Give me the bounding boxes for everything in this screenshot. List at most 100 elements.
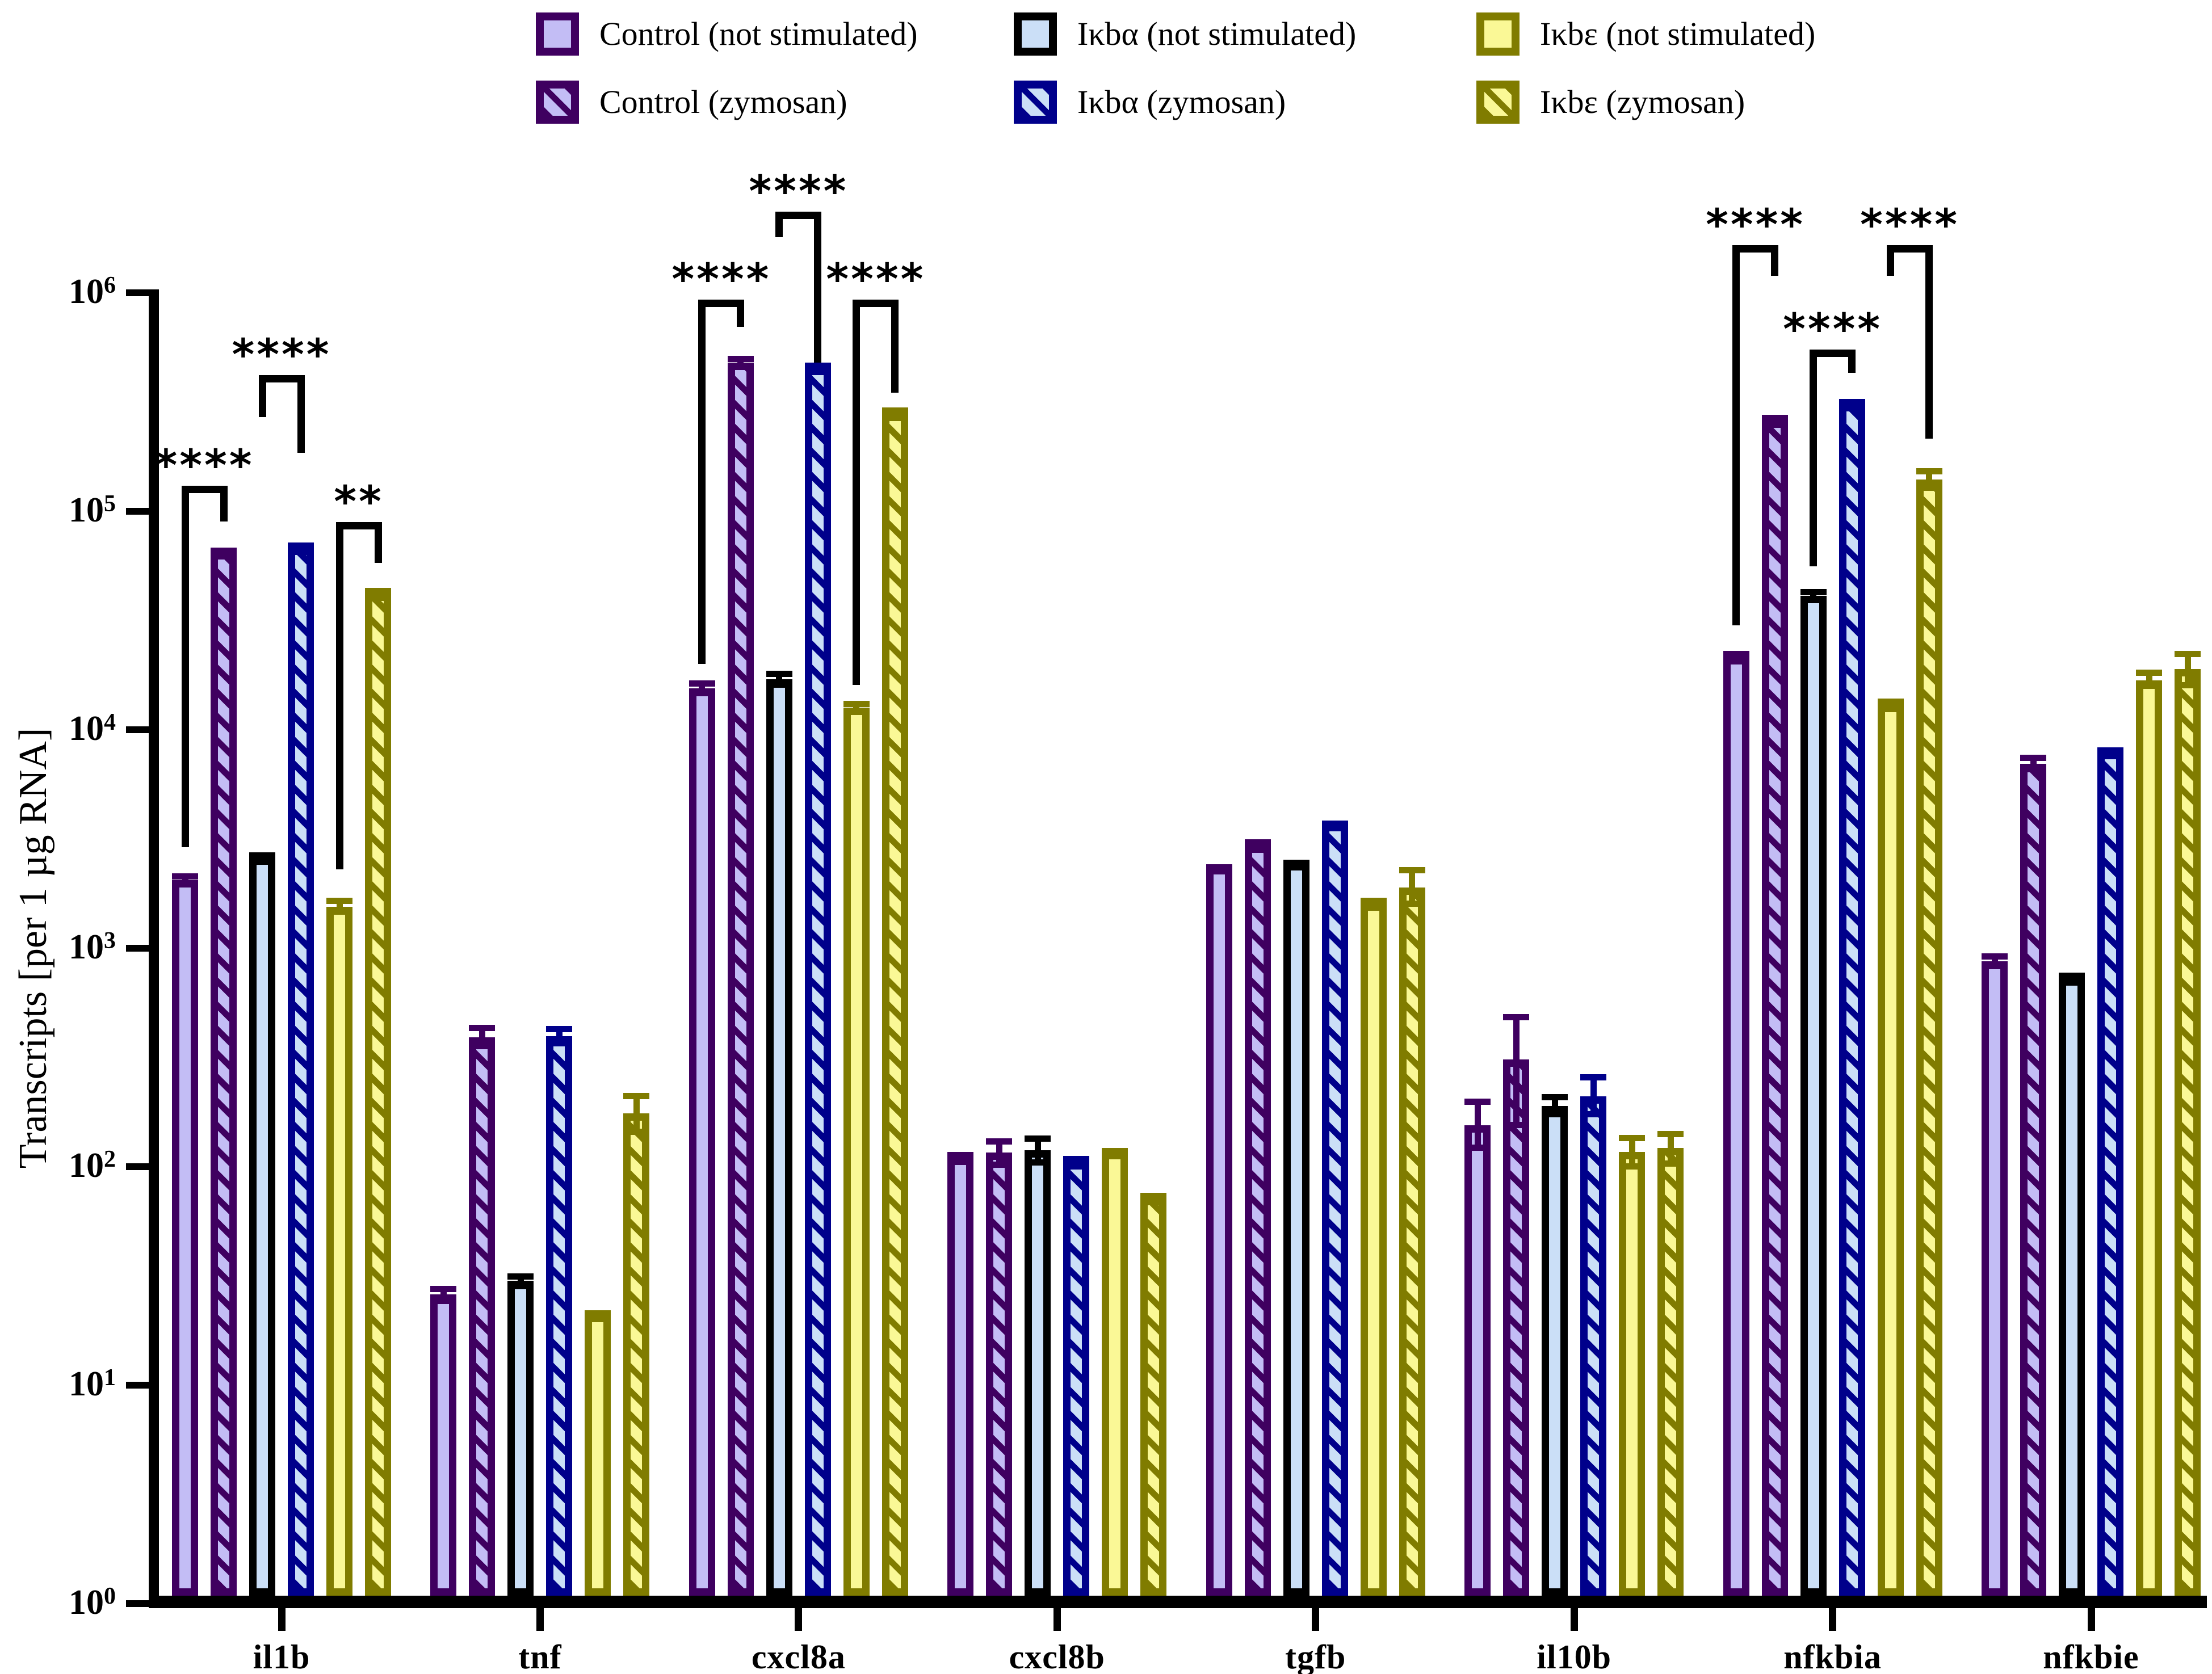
error-bar-cap-bottom xyxy=(1283,860,1309,867)
error-bar-cap-top xyxy=(947,1151,974,1158)
bar-il1b-s2 xyxy=(249,857,275,1596)
significance-bracket-right xyxy=(220,485,228,521)
error-bar-cap-bottom xyxy=(2097,751,2123,758)
x-tick-label-nfkbia: nfkbia xyxy=(1783,1638,1882,1674)
error-bar-stem xyxy=(182,873,188,888)
error-bar-cap-top xyxy=(1399,867,1425,874)
significance-bracket-bar xyxy=(258,375,305,383)
significance-bracket-left xyxy=(258,375,266,417)
bar-il1b-s3 xyxy=(288,548,314,1596)
significance-bracket-right xyxy=(1771,245,1779,276)
bar-il10b-s1 xyxy=(1503,1059,1530,1596)
significance-bracket-bar xyxy=(181,485,228,493)
significance-bracket-bar xyxy=(1810,349,1856,357)
error-bar-cap-bottom xyxy=(947,1158,974,1164)
x-axis-tick xyxy=(2087,1608,2095,1631)
y-axis-tick xyxy=(126,1382,149,1389)
bar-cxcl8b-s0 xyxy=(947,1158,974,1596)
error-bar-cap-top xyxy=(365,588,391,595)
bar-cxcl8a-s1 xyxy=(727,362,754,1596)
error-bar-cap-top xyxy=(1025,1135,1051,1142)
bar-cxcl8b-s3 xyxy=(1063,1162,1090,1596)
bar-tnf-s3 xyxy=(546,1036,573,1596)
legend-swatch-control-not-stimulated xyxy=(536,12,579,56)
significance-bracket-right xyxy=(1848,349,1856,373)
error-bar-cap-bottom xyxy=(1877,704,1904,711)
bar-tgfb-s5 xyxy=(1399,887,1425,1596)
error-bar-cap-bottom xyxy=(326,908,352,915)
error-bar-cap-bottom xyxy=(507,1282,534,1289)
error-bar-stem xyxy=(336,898,343,915)
bar-tnf-s0 xyxy=(430,1294,457,1596)
bar-cxcl8a-s2 xyxy=(766,679,792,1596)
error-bar-cap-bottom xyxy=(804,367,831,373)
bar-il1b-s5 xyxy=(365,594,391,1596)
error-bar-cap-top xyxy=(469,1025,496,1032)
significance-bracket-left xyxy=(181,485,189,847)
x-axis-tick xyxy=(1312,1608,1320,1631)
error-bar-cap-top xyxy=(249,852,275,859)
error-bar-stem xyxy=(1254,839,1261,852)
error-bar-stem xyxy=(2184,650,2191,688)
error-bar-cap-top xyxy=(172,873,198,880)
significance-bracket-left xyxy=(1810,349,1818,566)
error-bar-cap-bottom xyxy=(1723,657,1749,664)
error-bar-cap-bottom xyxy=(249,857,275,864)
error-bar-cap-top xyxy=(727,355,754,362)
error-bar-cap-top xyxy=(1916,468,1942,474)
bar-nfkbie-s5 xyxy=(2175,668,2201,1596)
legend-swatch-control-zymosan xyxy=(536,81,579,124)
significance-bracket-left xyxy=(1887,245,1895,276)
error-bar-cap-top xyxy=(2175,650,2201,657)
error-bar-cap-bottom xyxy=(2020,766,2046,772)
error-bar-cap-bottom xyxy=(882,413,908,420)
error-bar-cap-bottom xyxy=(1916,485,1942,491)
error-bar-cap-top xyxy=(843,700,870,707)
bar-cxcl8b-s4 xyxy=(1102,1151,1128,1596)
error-bar-stem xyxy=(2030,754,2037,772)
bar-tnf-s1 xyxy=(469,1037,496,1596)
error-bar-stem xyxy=(1667,1130,1674,1167)
significance-stars: **** xyxy=(671,254,771,305)
x-axis-tick xyxy=(536,1608,544,1631)
error-bar-cap-top xyxy=(1140,1192,1167,1199)
legend-swatch-ikbe-not-stimulated xyxy=(1476,12,1520,56)
y-tick-label: 102 xyxy=(69,1146,116,1185)
bar-nfkbie-s4 xyxy=(2136,680,2162,1596)
error-bar-cap-bottom xyxy=(1206,864,1232,870)
error-bar-stem xyxy=(633,1092,640,1135)
bar-nfkbie-s0 xyxy=(1982,961,2008,1596)
error-bar-cap-top xyxy=(1657,1130,1684,1137)
error-bar-cap-top xyxy=(986,1138,1013,1145)
bar-cxcl8b-s5 xyxy=(1140,1197,1167,1596)
error-bar-cap-top xyxy=(1244,839,1271,846)
significance-bracket-left xyxy=(1732,245,1740,626)
error-bar-stem xyxy=(996,1138,1002,1168)
bar-il10b-s5 xyxy=(1657,1147,1684,1596)
legend-label: Control (not stimulated) xyxy=(599,15,918,52)
error-bar-stem xyxy=(1073,1156,1080,1169)
x-tick-label-il1b: il1b xyxy=(253,1638,310,1674)
significance-bracket-bar xyxy=(698,300,745,308)
bar-il10b-s0 xyxy=(1464,1125,1491,1596)
bar-cxcl8a-s0 xyxy=(689,688,715,1596)
error-bar-cap-top xyxy=(1360,898,1387,905)
significance-bracket-bar xyxy=(1732,245,1779,253)
error-bar-cap-top xyxy=(1877,698,1904,705)
error-bar-cap-bottom xyxy=(430,1298,457,1305)
significance-stars: **** xyxy=(1860,199,1960,250)
error-bar-cap-top xyxy=(2136,670,2162,676)
error-bar-cap-top xyxy=(623,1092,650,1099)
bar-cxcl8a-s5 xyxy=(882,413,908,1596)
y-tick-label: 101 xyxy=(69,1365,116,1403)
y-tick-label: 105 xyxy=(69,491,116,529)
bar-tgfb-s1 xyxy=(1244,846,1271,1596)
y-axis-tick xyxy=(126,726,149,733)
y-tick-label: 104 xyxy=(69,709,116,748)
error-bar-cap-bottom xyxy=(1464,1145,1491,1151)
error-bar-cap-bottom xyxy=(623,1128,650,1135)
significance-stars: **** xyxy=(749,166,849,217)
error-bar-cap-top xyxy=(1839,399,1865,406)
error-bar-cap-bottom xyxy=(1360,903,1387,910)
error-bar-cap-bottom xyxy=(986,1161,1013,1168)
